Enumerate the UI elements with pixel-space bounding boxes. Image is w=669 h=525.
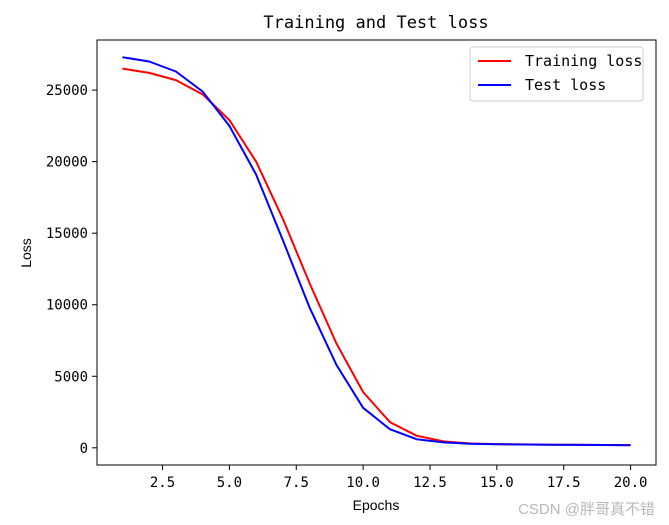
- x-tick-label: 10.0: [346, 475, 380, 491]
- y-tick-label: 5000: [54, 369, 88, 385]
- x-tick-label: 20.0: [614, 475, 648, 491]
- y-tick-label: 10000: [46, 298, 88, 314]
- series-line-test: [122, 56, 631, 447]
- x-tick-label: 17.5: [547, 475, 581, 491]
- axes-frame: [96, 39, 657, 466]
- legend-label-test: Test loss: [525, 76, 606, 94]
- y-tick-label: 25000: [46, 83, 88, 99]
- plot-area: [122, 56, 631, 447]
- y-tick-label: 15000: [46, 226, 88, 242]
- x-tick-label: 15.0: [480, 475, 514, 491]
- legend-label-training: Training loss: [525, 52, 642, 70]
- legend-box: [469, 46, 644, 102]
- series-line-training: [122, 67, 631, 447]
- x-tick-label: 2.5: [150, 475, 175, 491]
- y-tick-label: 0: [80, 441, 88, 457]
- x-axis-label: Epochs: [353, 497, 400, 513]
- x-tick-label: 5.0: [217, 475, 242, 491]
- y-tick-label: 20000: [46, 155, 88, 171]
- chart-title: Training and Test loss: [263, 13, 488, 33]
- x-tick-label: 7.5: [284, 475, 309, 491]
- legend: Training loss Test loss: [469, 46, 644, 102]
- y-axis-label: Loss: [18, 238, 34, 268]
- x-tick-label: 12.5: [413, 475, 447, 491]
- axes: 2.5 5.0 7.5 10.0 12.5 15.0 17.5 20.0 0 5000 10000 1…: [46, 39, 657, 491]
- watermark: CSDN @胖哥真不错: [518, 501, 655, 518]
